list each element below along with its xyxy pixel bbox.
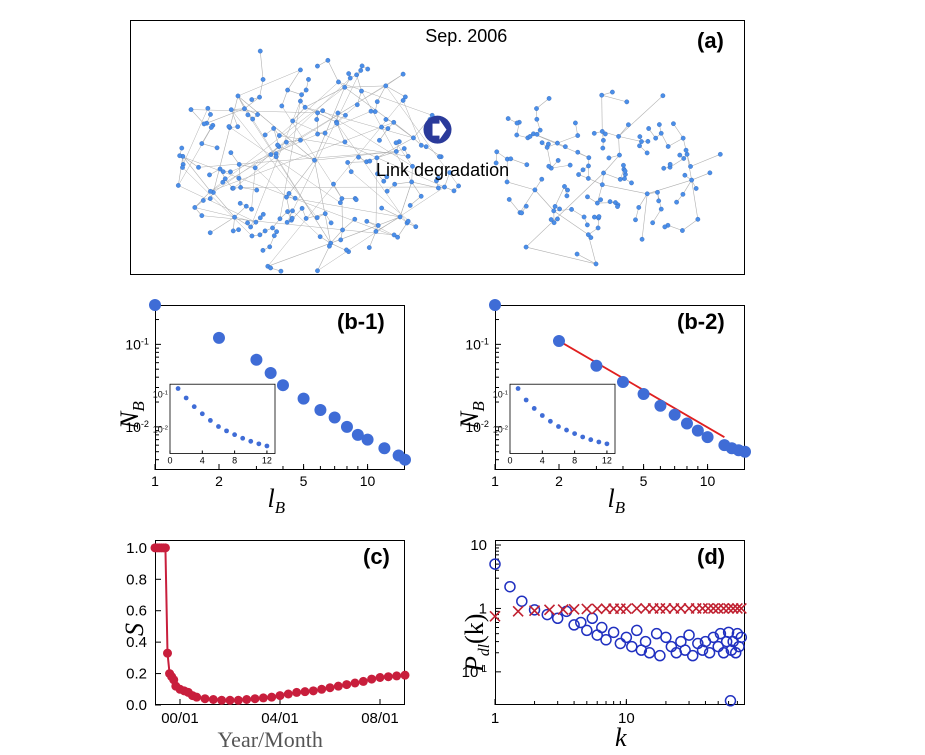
svg-text:8: 8	[572, 456, 577, 466]
svg-text:10: 10	[470, 537, 487, 554]
svg-text:10-1: 10-1	[153, 390, 168, 400]
svg-text:10-2: 10-2	[493, 424, 508, 434]
panel-b2-ylabel: NB	[455, 401, 489, 429]
svg-text:10-1: 10-1	[465, 336, 489, 352]
svg-text:1: 1	[491, 710, 499, 727]
svg-text:0.0: 0.0	[126, 697, 147, 714]
panel-d-ylabel: Pdl(k)	[460, 614, 494, 672]
svg-text:2: 2	[215, 473, 223, 489]
panel-b2-xlabel: lB	[608, 484, 626, 518]
svg-text:04/01: 04/01	[261, 710, 299, 727]
panel-a-svg	[130, 20, 745, 275]
svg-text:0: 0	[507, 456, 512, 466]
svg-text:10: 10	[360, 473, 376, 489]
panel-b1-label: (b-1)	[337, 309, 385, 335]
panel-c-ylabel: S	[120, 623, 150, 636]
panel-a-caption: Link degradation	[376, 160, 509, 181]
svg-text:5: 5	[640, 473, 648, 489]
panel-a-title: Sep. 2006	[425, 26, 507, 47]
panel-d-label: (d)	[697, 544, 725, 570]
svg-text:10: 10	[700, 473, 716, 489]
panel-a-label: (a)	[697, 28, 724, 54]
svg-text:5: 5	[300, 473, 308, 489]
svg-text:0: 0	[167, 456, 172, 466]
panel-b1-ylabel: NB	[115, 401, 149, 429]
svg-text:08/01: 08/01	[361, 710, 399, 727]
figure-root: Sep. 2006 (a) Link degradation 1251010-2…	[0, 0, 925, 755]
panel-c-label: (c)	[363, 544, 390, 570]
svg-text:00/01: 00/01	[161, 710, 199, 727]
panel-b1-xlabel: lB	[268, 484, 286, 518]
svg-text:2: 2	[555, 473, 563, 489]
svg-text:1.0: 1.0	[126, 540, 147, 557]
svg-text:12: 12	[602, 456, 612, 466]
panel-c-xlabel: Year/Month	[218, 727, 323, 753]
svg-text:10-1: 10-1	[125, 336, 149, 352]
svg-text:1: 1	[491, 473, 499, 489]
svg-text:4: 4	[200, 456, 205, 466]
svg-text:0.2: 0.2	[126, 666, 147, 683]
svg-text:8: 8	[232, 456, 237, 466]
svg-text:10-1: 10-1	[493, 390, 508, 400]
svg-text:0.6: 0.6	[126, 603, 147, 620]
svg-text:4: 4	[540, 456, 545, 466]
svg-text:12: 12	[262, 456, 272, 466]
panel-b2-label: (b-2)	[677, 309, 725, 335]
svg-text:0.8: 0.8	[126, 571, 147, 588]
panel-d-xlabel: k	[615, 723, 627, 753]
svg-text:1: 1	[151, 473, 159, 489]
svg-text:0.4: 0.4	[126, 634, 147, 651]
svg-text:10-2: 10-2	[153, 424, 168, 434]
